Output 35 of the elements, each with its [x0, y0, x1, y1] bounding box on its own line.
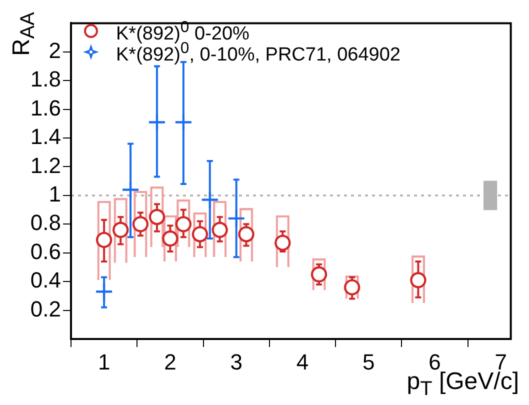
y-tick-label: 1.2: [30, 152, 61, 178]
y-tick-label: 0.8: [30, 210, 61, 236]
point: [310, 266, 328, 283]
y-tick-label: 1.4: [30, 124, 61, 150]
point: [94, 282, 114, 301]
point: [212, 222, 228, 238]
y-tick-label: 2: [48, 38, 61, 63]
point: [96, 232, 112, 248]
point: [192, 226, 208, 242]
point: [162, 230, 178, 247]
x-tick-label: 1: [98, 349, 110, 374]
point: [238, 226, 254, 242]
point: [410, 272, 426, 288]
point: [227, 209, 246, 228]
point: [200, 190, 219, 209]
point: [121, 180, 140, 199]
point: [112, 222, 129, 238]
point: [274, 234, 291, 251]
y-tick-label: 0.2: [30, 296, 61, 322]
point: [175, 216, 192, 232]
x-tick-label: 6: [428, 349, 441, 374]
y-tick-label: 1.8: [30, 66, 61, 92]
point: [174, 113, 193, 132]
y-tick-label: 0.4: [30, 268, 61, 293]
x-tick-label: 2: [164, 349, 176, 374]
x-tick-label: 4: [296, 349, 309, 374]
y-tick-label: 1.6: [30, 95, 61, 120]
x-tick-label: 3: [230, 349, 242, 374]
point: [344, 279, 360, 296]
y-tick-label: 0.6: [30, 238, 61, 264]
point: [132, 216, 149, 232]
y-tick-label: 1: [48, 182, 61, 207]
point: [148, 208, 166, 226]
x-tick-label: 5: [362, 349, 375, 374]
point: [148, 113, 166, 132]
